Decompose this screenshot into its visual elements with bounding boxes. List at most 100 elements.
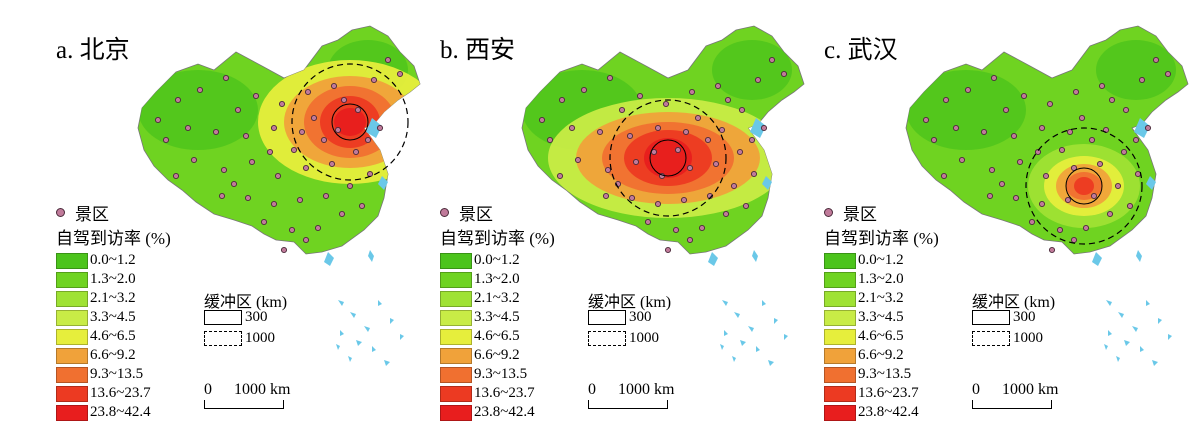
scenic-spot-dot (328, 160, 336, 168)
island-shape (1106, 300, 1112, 306)
rate-legend-item: 23.8~42.4 (824, 403, 919, 422)
scenic-spot-dot (218, 192, 226, 200)
color-swatch-icon (56, 404, 88, 421)
scenic-spot-dot (266, 148, 274, 156)
rate-legend-item: 13.6~23.7 (56, 384, 151, 403)
scenic-spot-dot (1072, 88, 1080, 96)
buffer-legend-1000: 1000 (588, 330, 659, 347)
buffer-300-circle (649, 139, 687, 177)
scenic-spot-dot (346, 182, 354, 190)
island-shape (732, 356, 736, 362)
scenic-spot-dot (644, 218, 652, 226)
scenic-spot-dot (222, 74, 230, 82)
rate-legend-label: 0.0~1.2 (474, 252, 520, 268)
island-shape (1140, 346, 1144, 352)
scenic-spot-dot (1058, 146, 1066, 154)
scenic-spot-dot (296, 196, 304, 204)
rate-legend-item: 13.6~23.7 (824, 384, 919, 403)
poi-legend: 景区 (440, 200, 493, 225)
panel-title: c. 武汉 (824, 37, 898, 64)
island-shape (336, 344, 340, 350)
scenic-spot-dot (358, 202, 366, 210)
scenic-spot-dot (270, 200, 278, 208)
poi-legend: 景区 (824, 200, 877, 225)
dashed-circle-icon (204, 331, 242, 346)
rate-zone (1074, 177, 1094, 195)
island-shape (372, 346, 376, 352)
scenic-spot-dot (1126, 202, 1134, 210)
map-panel-xian: b. 西安 景区 自驾到访率 (%) 0.0~1.2 1.3~2.0 2.1~3.2… (422, 0, 812, 441)
solid-circle-icon (588, 310, 626, 325)
scenic-spot-dot (338, 210, 346, 218)
rate-legend-label: 3.3~4.5 (474, 309, 520, 325)
scenic-spot-dot (298, 128, 306, 136)
scenic-spot-dot (1120, 148, 1128, 156)
buffer-legend-1000: 1000 (204, 330, 275, 347)
color-swatch-icon (56, 252, 88, 269)
scenic-spot-dot (654, 124, 662, 132)
scenic-spot-dot (172, 172, 180, 180)
panel-title: a. 北京 (56, 37, 130, 64)
color-swatch-icon (56, 328, 88, 345)
rate-legend-item: 23.8~42.4 (56, 403, 151, 422)
scenic-spot-dot (274, 172, 282, 180)
scale-max-label: 1000 km (1002, 381, 1059, 398)
rate-zone (644, 138, 692, 178)
island-shape (350, 312, 356, 318)
scenic-spot-dot (674, 146, 682, 154)
scenic-spot-dot (1038, 200, 1046, 208)
rate-legend-label: 23.8~42.4 (90, 404, 151, 420)
rate-zone (334, 108, 366, 136)
island-shape (734, 312, 740, 318)
island-shape (1158, 318, 1162, 324)
scenic-spot-dot (364, 136, 372, 144)
scenic-spot-dot (248, 158, 256, 166)
island-shape (784, 334, 788, 340)
rate-legend-item: 3.3~4.5 (56, 308, 151, 327)
rate-legend-label: 9.3~13.5 (90, 366, 144, 382)
scenic-spot-dot (602, 192, 610, 200)
scenic-spot-dot (736, 148, 744, 156)
rate-legend-label: 2.1~3.2 (858, 290, 904, 306)
color-swatch-icon (440, 290, 472, 307)
scenic-spot-dot (302, 236, 310, 244)
poi-dot-icon (824, 208, 833, 217)
scenic-spot-dot (662, 100, 670, 108)
rate-legend-item: 0.0~1.2 (824, 251, 919, 270)
island-shape (340, 330, 344, 336)
buffer-legend-300: 300 (972, 309, 1036, 326)
scenic-spot-dot (628, 194, 636, 202)
island-shape (324, 252, 334, 266)
scenic-spot-dot (688, 88, 696, 96)
rate-legend-label: 23.8~42.4 (474, 404, 535, 420)
scenic-spot-dot (1078, 114, 1086, 122)
color-swatch-icon (824, 347, 856, 364)
scenic-spot-dot (952, 124, 960, 132)
scenic-spot-dot (748, 136, 756, 144)
scenic-spot-dot (768, 56, 776, 64)
scenic-spot-dot (686, 164, 694, 172)
poi-dot-icon (440, 208, 449, 217)
scenic-spot-dot (1098, 82, 1106, 90)
color-swatch-icon (56, 290, 88, 307)
island-shape (774, 318, 778, 324)
island-shape (1092, 252, 1102, 266)
scenic-spot-dot (1016, 158, 1024, 166)
scenic-spot-dot (1082, 224, 1090, 232)
scenic-spot-dot (964, 86, 972, 94)
island-shape (740, 340, 746, 346)
rate-legend-label: 13.6~23.7 (474, 385, 535, 401)
scenic-spot-dot (280, 246, 288, 254)
island-shape (720, 344, 724, 350)
scenic-spot-dot (682, 128, 690, 136)
scenic-spot-dot (698, 224, 706, 232)
scenic-spot-dot (340, 96, 348, 104)
map-panel-beijing: a. 北京 景区 自驾到访率 (%) 0.0~1.2 1.3~2.0 2.1~3.2… (38, 0, 428, 441)
buffer-legend-label: 300 (629, 309, 652, 325)
scenic-spot-dot (1088, 136, 1096, 144)
scenic-spot-dot (558, 96, 566, 104)
rate-legend-item: 1.3~2.0 (56, 270, 151, 289)
scenic-spot-dot (212, 128, 220, 136)
buffer-legend-title: 缓冲区 (km) (588, 294, 672, 311)
scenic-spot-dot (162, 136, 170, 144)
